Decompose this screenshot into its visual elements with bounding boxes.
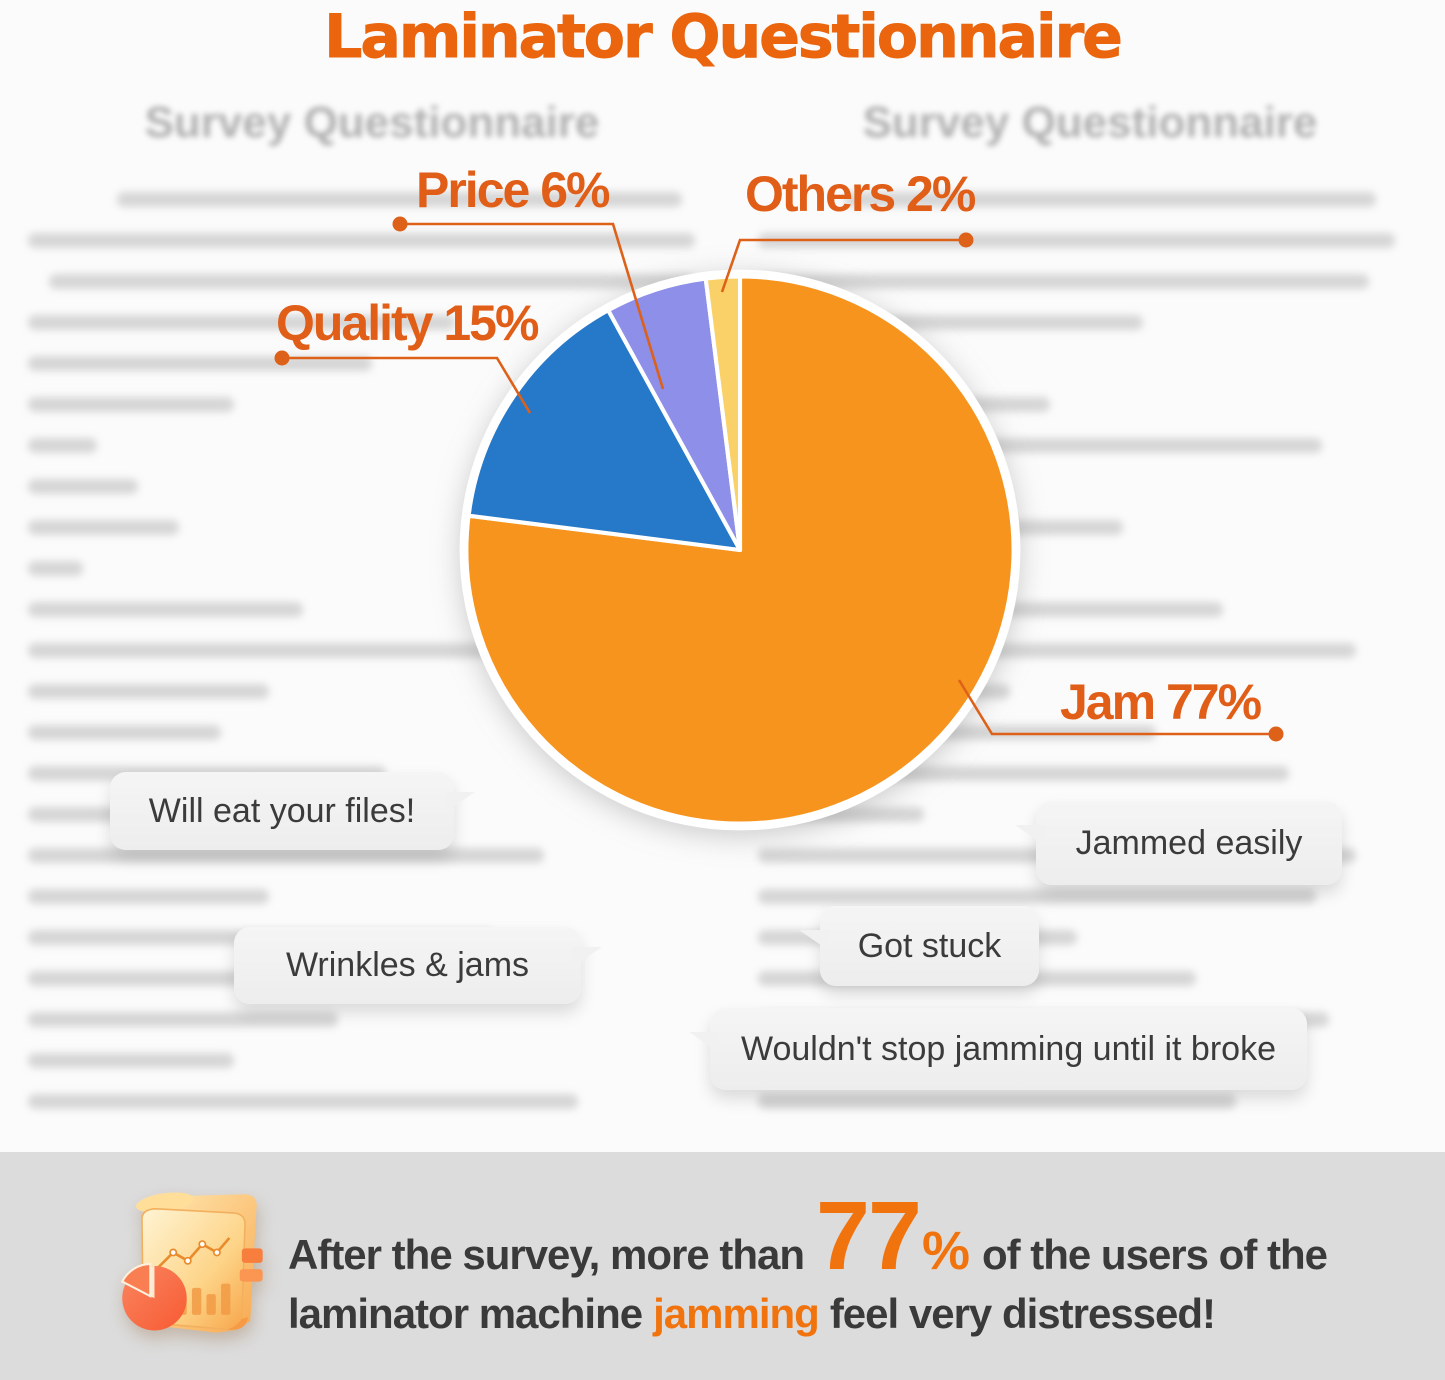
footer-line2-before: laminator machine xyxy=(288,1290,643,1338)
footer-line2-after: feel very distressed! xyxy=(829,1290,1216,1338)
quote-text: Got stuck xyxy=(857,926,1002,965)
blurred-text-line xyxy=(28,602,304,617)
blurred-text-line xyxy=(844,192,1376,207)
quote-bubble-wouldnt-stop: Wouldn't stop jamming until it broke xyxy=(710,1008,1307,1090)
quote-bubble-jammed-easily: Jammed easily xyxy=(1036,801,1342,885)
blurred-text-line xyxy=(28,889,269,904)
blurred-text-line xyxy=(758,1094,1237,1109)
callout-price-label: Price 6% xyxy=(416,162,610,218)
blurred-text-line xyxy=(28,1094,579,1109)
pie-chart-svg xyxy=(459,269,1021,831)
quote-text: Wouldn't stop jamming until it broke xyxy=(740,1029,1276,1068)
icon-bottom-curl xyxy=(227,1316,249,1330)
blurred-text-line xyxy=(758,889,1316,904)
footer-percent-sign: % xyxy=(921,1221,970,1281)
icon-tab-1 xyxy=(241,1248,263,1263)
quote-text: Will eat your files! xyxy=(148,791,416,830)
callout-quality-label: Quality 15% xyxy=(276,295,539,351)
blurred-text-line xyxy=(28,315,455,330)
blurred-text-line xyxy=(28,397,235,412)
blurred-text-line xyxy=(28,725,221,740)
callout-others-label: Others 2% xyxy=(745,166,976,222)
footer-line2-highlight: jamming xyxy=(653,1290,820,1338)
callout-jam-label: Jam 77% xyxy=(1060,674,1262,730)
blurred-text-line xyxy=(28,520,180,535)
pie-chart xyxy=(450,260,1030,840)
blurred-text-line xyxy=(758,233,1396,248)
page-title: Laminator Questionnaire xyxy=(324,2,1124,73)
footer-text: After the survey, more than 77 % of the … xyxy=(288,1181,1328,1338)
blurred-text-line xyxy=(117,192,682,207)
footer-line-1: After the survey, more than 77 % of the … xyxy=(288,1181,1328,1290)
icon-line-chart-dots xyxy=(169,1240,221,1265)
quote-bubble-will-eat: Will eat your files! xyxy=(110,772,454,850)
footer-line-2: laminator machine jamming feel very dist… xyxy=(288,1290,1327,1338)
icon-pie-chart xyxy=(120,1262,187,1331)
footer-line1-after: of the users of the xyxy=(981,1231,1328,1278)
blurred-text-line xyxy=(28,479,139,494)
background-doc-right-title: Survey Questionnaire xyxy=(862,98,1318,147)
blurred-text-line xyxy=(28,356,372,371)
quote-text: Jammed easily xyxy=(1075,823,1303,862)
blurred-text-line xyxy=(28,233,696,248)
blurred-text-line xyxy=(28,1053,235,1068)
quote-bubble-wrinkles: Wrinkles & jams xyxy=(234,927,581,1004)
footer-big-number: 77 xyxy=(816,1181,922,1290)
background-doc-left-title: Survey Questionnaire xyxy=(144,98,600,147)
report-document-icon xyxy=(120,1192,263,1333)
quote-text: Wrinkles & jams xyxy=(285,946,530,984)
blurred-text-line xyxy=(28,438,97,453)
blurred-text-line xyxy=(28,561,84,576)
icon-top-curl xyxy=(136,1192,194,1213)
blurred-text-line xyxy=(28,684,269,699)
footer-line1-before: After the survey, more than xyxy=(288,1231,805,1278)
blurred-text-line xyxy=(28,848,544,863)
icon-tab-2 xyxy=(239,1269,263,1282)
quote-bubble-got-stuck: Got stuck xyxy=(820,906,1039,986)
blurred-text-line xyxy=(28,1012,338,1027)
